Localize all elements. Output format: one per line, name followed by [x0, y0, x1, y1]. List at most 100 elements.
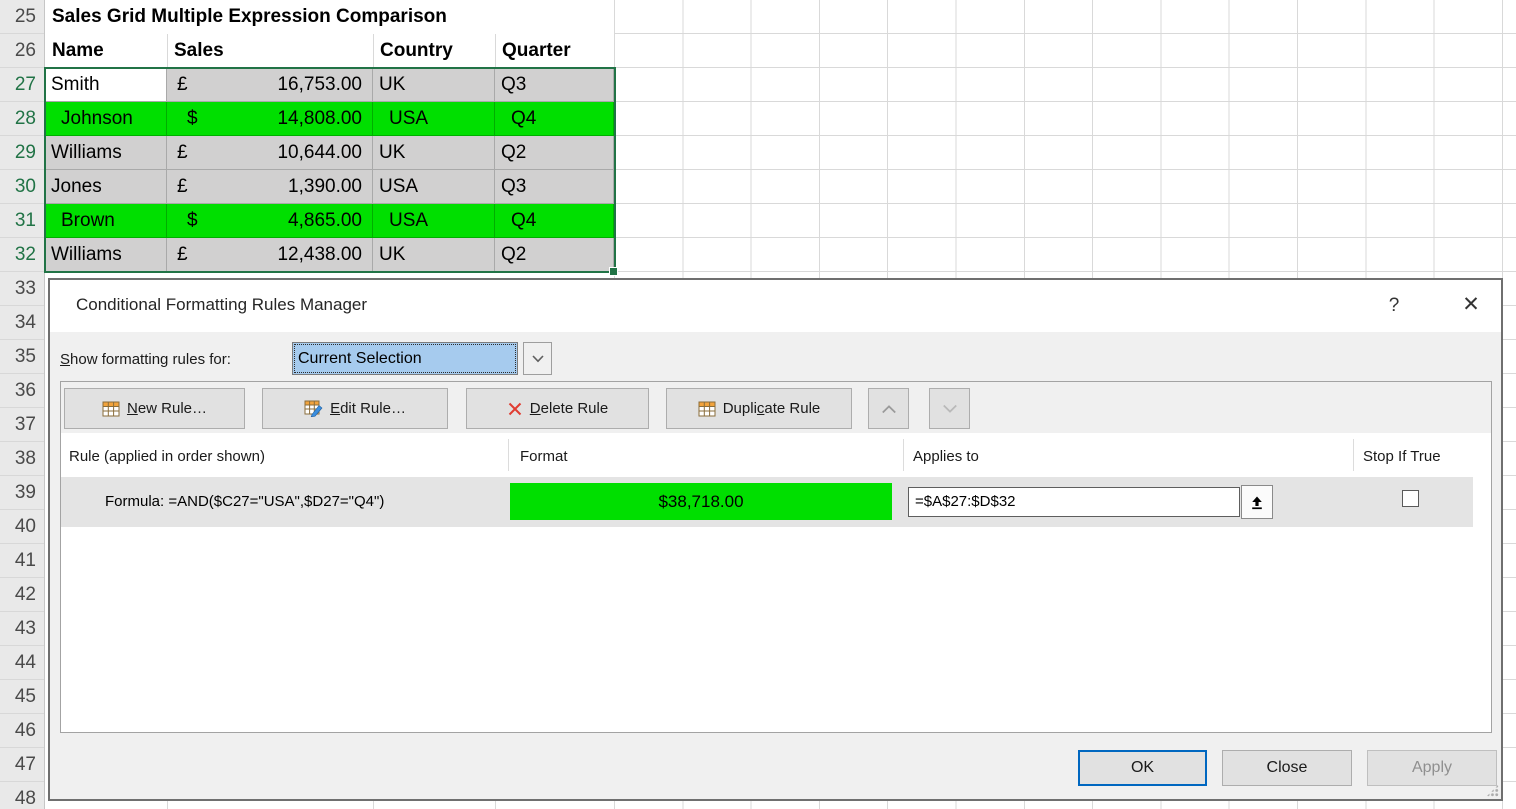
cell-A30[interactable]: Jones — [45, 170, 167, 204]
cell-C30[interactable]: USA — [373, 170, 495, 204]
currency-symbol: £ — [177, 176, 188, 197]
cell-C31[interactable]: USA — [373, 204, 495, 238]
cell-D29[interactable]: Q2 — [495, 136, 614, 170]
column-header-sales[interactable]: Sales — [174, 40, 224, 61]
stop-if-true-checkbox[interactable] — [1402, 490, 1419, 507]
help-button[interactable]: ? — [1388, 295, 1400, 316]
chevron-down-icon — [942, 404, 957, 413]
rule-formula-text: Formula: =AND($C27="USA",$D27="Q4") — [105, 493, 385, 510]
cell-D27[interactable]: Q3 — [495, 68, 614, 102]
row-header-33[interactable]: 33 — [0, 272, 44, 306]
row-header-35[interactable]: 35 — [0, 340, 44, 374]
currency-symbol: £ — [177, 244, 188, 265]
row-header-47[interactable]: 47 — [0, 748, 44, 782]
row-header-39[interactable]: 39 — [0, 476, 44, 510]
row-header-25[interactable]: 25 — [0, 0, 44, 34]
apply-button[interactable]: Apply — [1367, 750, 1497, 786]
row-header-30[interactable]: 30 — [0, 170, 44, 204]
new-rule-button[interactable]: New Rule… — [64, 388, 245, 429]
cell-C29[interactable]: UK — [373, 136, 495, 170]
row-header-31[interactable]: 31 — [0, 204, 44, 238]
column-separator — [903, 439, 904, 471]
collapse-range-arrow-icon — [1252, 496, 1262, 509]
rules-list-box: New Rule… Edit Rule… Delete Rule — [60, 381, 1492, 733]
close-icon[interactable]: ✕ — [1462, 293, 1480, 316]
column-header-country[interactable]: Country — [380, 40, 453, 61]
row-header-26[interactable]: 26 — [0, 34, 44, 68]
column-header-quarter[interactable]: Quarter — [502, 40, 571, 61]
move-rule-down-button[interactable] — [929, 388, 970, 429]
red-x-icon — [508, 402, 522, 415]
edit-rule-button[interactable]: Edit Rule… — [262, 388, 448, 429]
ok-button[interactable]: OK — [1078, 750, 1207, 786]
cell-D28[interactable]: Q4 — [495, 102, 614, 136]
cell-C32[interactable]: UK — [373, 238, 495, 272]
duplicate-rule-label: Duplicate Rule — [722, 400, 821, 417]
format-preview-swatch: $38,718.00 — [510, 483, 892, 520]
cell-B28[interactable]: $14,808.00 — [167, 102, 373, 136]
row-header-45[interactable]: 45 — [0, 680, 44, 714]
currency-symbol: £ — [177, 74, 188, 95]
row-header-34[interactable]: 34 — [0, 306, 44, 340]
cell-C27[interactable]: UK — [373, 68, 495, 102]
sheet-row-29: Williams £10,644.00 UK Q2 — [45, 136, 614, 170]
grid-sliver-bottom — [614, 801, 1516, 809]
collapse-dialog-button[interactable] — [1241, 485, 1273, 519]
cell-A27[interactable]: Smith — [45, 68, 167, 102]
row-header-43[interactable]: 43 — [0, 612, 44, 646]
row-header-column: 25 26 27 28 29 30 31 32 33 34 35 36 37 38 39 40 41 42 43 44… — [0, 0, 45, 809]
empty-grid-area[interactable] — [614, 0, 1516, 278]
sheet-row-28: Johnson $14,808.00 USA Q4 — [45, 102, 614, 136]
row-header-38[interactable]: 38 — [0, 442, 44, 476]
cell-A29[interactable]: Williams — [45, 136, 167, 170]
cell-D32[interactable]: Q2 — [495, 238, 614, 272]
row-header-46[interactable]: 46 — [0, 714, 44, 748]
currency-symbol: $ — [187, 108, 198, 129]
row-header-37[interactable]: 37 — [0, 408, 44, 442]
cell-B29[interactable]: £10,644.00 — [167, 136, 373, 170]
cell-C28[interactable]: USA — [373, 102, 495, 136]
edit-rule-label: Edit Rule… — [330, 400, 406, 417]
show-rules-dropdown[interactable]: Current Selection — [292, 342, 518, 375]
gridline — [373, 34, 374, 68]
amount: 16,753.00 — [277, 74, 362, 95]
cell-B31[interactable]: $4,865.00 — [167, 204, 373, 238]
row-header-42[interactable]: 42 — [0, 578, 44, 612]
row-header-27[interactable]: 27 — [0, 68, 44, 102]
list-header-applies-to: Applies to — [913, 448, 979, 465]
cell-D30[interactable]: Q3 — [495, 170, 614, 204]
close-button[interactable]: Close — [1222, 750, 1352, 786]
sheet-title-cell[interactable]: Sales Grid Multiple Expression Compariso… — [45, 0, 614, 34]
applies-to-input[interactable]: =$A$27:$D$32 — [908, 487, 1240, 517]
cell-B30[interactable]: £1,390.00 — [167, 170, 373, 204]
cell-A32[interactable]: Williams — [45, 238, 167, 272]
column-header-name[interactable]: Name — [52, 40, 104, 61]
dropdown-arrow-button[interactable] — [523, 342, 552, 375]
move-rule-up-button[interactable] — [868, 388, 909, 429]
sheet-row-32: Williams £12,438.00 UK Q2 — [45, 238, 614, 272]
edit-table-pencil-icon — [304, 400, 323, 417]
cell-A31[interactable]: Brown — [45, 204, 167, 238]
amount: 10,644.00 — [277, 142, 362, 163]
row-header-41[interactable]: 41 — [0, 544, 44, 578]
cell-B27[interactable]: £16,753.00 — [167, 68, 373, 102]
fill-handle[interactable] — [609, 267, 618, 276]
row-header-40[interactable]: 40 — [0, 510, 44, 544]
delete-rule-button[interactable]: Delete Rule — [466, 388, 649, 429]
row-header-44[interactable]: 44 — [0, 646, 44, 680]
currency-symbol: $ — [187, 210, 198, 231]
row-header-32[interactable]: 32 — [0, 238, 44, 272]
row-header-36[interactable]: 36 — [0, 374, 44, 408]
rule-row[interactable]: Formula: =AND($C27="USA",$D27="Q4") $38,… — [61, 477, 1473, 527]
row-header-28[interactable]: 28 — [0, 102, 44, 136]
column-separator — [508, 439, 509, 471]
row-header-29[interactable]: 29 — [0, 136, 44, 170]
cell-D31[interactable]: Q4 — [495, 204, 614, 238]
duplicate-rule-button[interactable]: Duplicate Rule — [666, 388, 852, 429]
delete-rule-label: Delete Rule — [529, 400, 609, 417]
row-header-48[interactable]: 48 — [0, 782, 44, 809]
cell-B32[interactable]: £12,438.00 — [167, 238, 373, 272]
cell-A28[interactable]: Johnson — [45, 102, 167, 136]
dialog-titlebar[interactable] — [50, 280, 1501, 332]
